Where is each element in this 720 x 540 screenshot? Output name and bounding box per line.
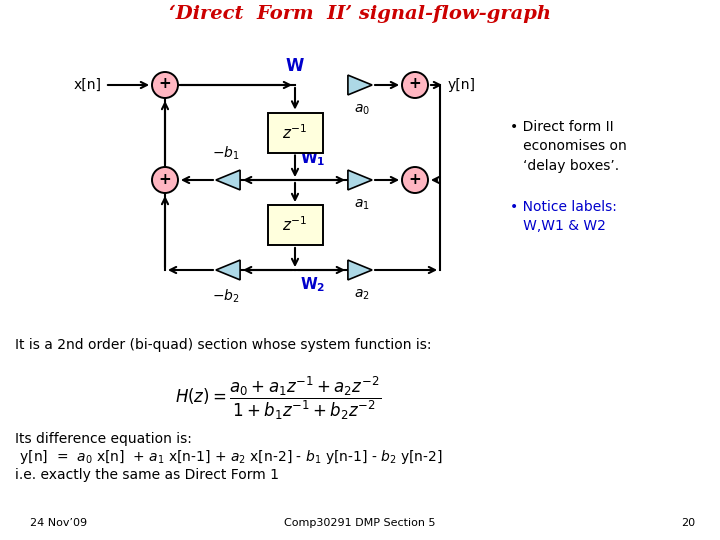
Text: $z^{-1}$: $z^{-1}$ <box>282 215 307 234</box>
Text: $a_2$: $a_2$ <box>354 288 370 302</box>
Text: $\mathbf{W_1}$: $\mathbf{W_1}$ <box>300 149 325 168</box>
Text: 20: 20 <box>681 518 695 528</box>
Text: $z^{-1}$: $z^{-1}$ <box>282 123 307 142</box>
Text: $a_0$: $a_0$ <box>354 103 370 117</box>
Circle shape <box>402 72 428 98</box>
Text: x[n]: x[n] <box>74 78 102 92</box>
Text: +: + <box>158 172 171 186</box>
Text: $-b_2$: $-b_2$ <box>212 288 240 306</box>
Polygon shape <box>348 260 372 280</box>
Text: y[n]: y[n] <box>448 78 476 92</box>
Text: $a_1$: $a_1$ <box>354 198 370 212</box>
Text: It is a 2nd order (bi-quad) section whose system function is:: It is a 2nd order (bi-quad) section whos… <box>15 338 431 352</box>
Text: ‘Direct  Form  II’ signal-flow-graph: ‘Direct Form II’ signal-flow-graph <box>169 5 551 23</box>
Text: W: W <box>286 57 304 75</box>
Text: +: + <box>158 77 171 91</box>
Bar <box>268 112 323 152</box>
Polygon shape <box>216 170 240 190</box>
Circle shape <box>152 72 178 98</box>
Polygon shape <box>216 260 240 280</box>
Text: $\mathbf{W_2}$: $\mathbf{W_2}$ <box>300 275 325 294</box>
Text: y[n]  =  $a_0$ x[n]  + $a_1$ x[n-1] + $a_2$ x[n-2] - $b_1$ y[n-1] - $b_2$ y[n-2]: y[n] = $a_0$ x[n] + $a_1$ x[n-1] + $a_2$… <box>15 448 443 466</box>
Circle shape <box>402 167 428 193</box>
Text: +: + <box>409 77 421 91</box>
Text: • Direct form II
   economises on
   ‘delay boxes’.: • Direct form II economises on ‘delay bo… <box>510 120 626 173</box>
Text: Comp30291 DMP Section 5: Comp30291 DMP Section 5 <box>284 518 436 528</box>
Bar <box>268 205 323 245</box>
Text: • Notice labels:
   W,W1 & W2: • Notice labels: W,W1 & W2 <box>510 200 617 233</box>
Circle shape <box>152 167 178 193</box>
Polygon shape <box>348 170 372 190</box>
Text: $\mathit{H}(\mathit{z}) = \dfrac{a_0 + a_1 z^{-1} + a_2 z^{-2}}{1 + b_1 z^{-1} +: $\mathit{H}(\mathit{z}) = \dfrac{a_0 + a… <box>175 375 381 422</box>
Text: Its difference equation is:: Its difference equation is: <box>15 432 192 446</box>
Text: 24 Nov’09: 24 Nov’09 <box>30 518 87 528</box>
Polygon shape <box>348 75 372 95</box>
Text: +: + <box>409 172 421 186</box>
Text: $-b_1$: $-b_1$ <box>212 145 240 162</box>
Text: i.e. exactly the same as Direct Form 1: i.e. exactly the same as Direct Form 1 <box>15 468 279 482</box>
